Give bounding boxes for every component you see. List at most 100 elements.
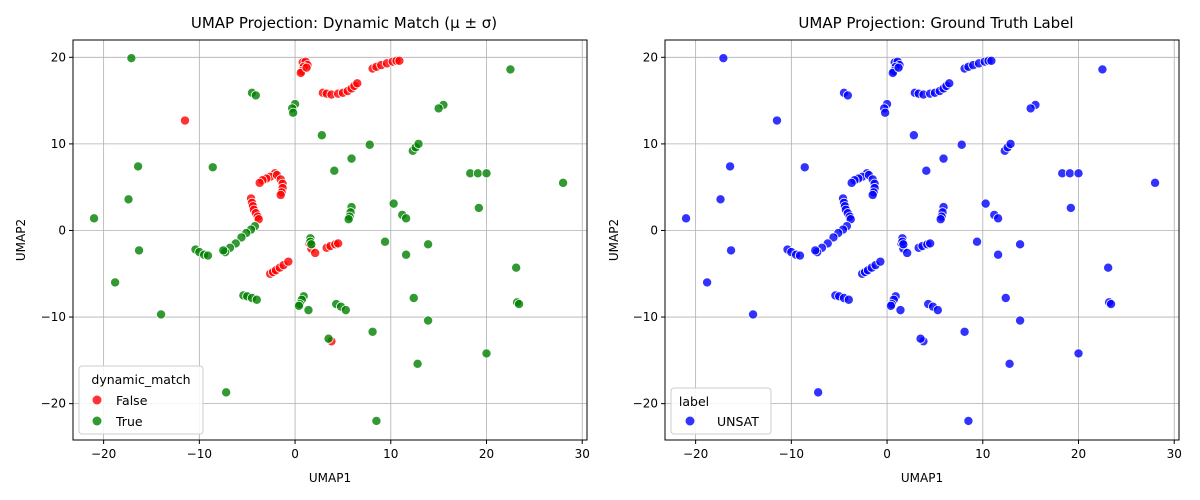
x-tick-label: 10 xyxy=(975,447,990,461)
x-tick-label: −10 xyxy=(779,447,804,461)
data-point xyxy=(126,53,137,64)
y-tick-label: 20 xyxy=(643,50,658,64)
data-point xyxy=(902,247,913,258)
data-point xyxy=(316,130,327,141)
data-point xyxy=(980,198,991,209)
data-point xyxy=(1106,299,1117,310)
data-point xyxy=(288,107,299,118)
y-tick-label: −10 xyxy=(41,310,66,324)
data-point xyxy=(89,213,100,224)
grid xyxy=(665,40,1179,440)
data-point xyxy=(1073,168,1084,179)
data-point xyxy=(123,194,134,205)
data-point xyxy=(963,415,974,426)
data-point xyxy=(301,62,312,73)
data-point xyxy=(1097,64,1108,75)
data-point xyxy=(875,256,886,267)
x-tick-label: −10 xyxy=(187,447,212,461)
data-point xyxy=(283,256,294,267)
legend-title: label xyxy=(679,394,709,409)
data-point xyxy=(1103,262,1114,273)
y-ticks: −20 −10 0 10 20 xyxy=(41,50,73,411)
x-tick-label: 20 xyxy=(1071,447,1086,461)
y-tick-label: 10 xyxy=(51,137,66,151)
data-point xyxy=(935,214,946,225)
y-tick-label: 20 xyxy=(51,50,66,64)
data-point xyxy=(340,305,351,316)
data-point xyxy=(915,333,926,344)
data-point xyxy=(236,232,247,243)
data-point xyxy=(715,194,726,205)
data-point xyxy=(908,130,919,141)
data-point xyxy=(867,189,878,200)
data-point xyxy=(110,277,121,288)
data-point xyxy=(310,247,321,258)
data-point xyxy=(813,387,824,398)
x-tick-label: 10 xyxy=(383,447,398,461)
data-point xyxy=(134,245,145,256)
data-point xyxy=(1004,358,1015,369)
x-tick-label: −20 xyxy=(91,447,116,461)
data-point xyxy=(893,62,904,73)
data-point xyxy=(843,294,854,305)
chart-ground-truth: UMAP Projection: Ground Truth Label −20−… xyxy=(607,14,1182,485)
data-point xyxy=(306,239,317,250)
plot-frame xyxy=(72,39,588,441)
legend-marker-true xyxy=(92,416,102,426)
y-tick-label: 0 xyxy=(650,223,658,237)
data-point xyxy=(207,162,218,173)
data-point xyxy=(1005,138,1016,149)
data-point xyxy=(725,161,736,172)
scatter-points xyxy=(89,53,569,426)
data-point xyxy=(352,78,363,89)
x-axis-label: UMAP1 xyxy=(901,471,943,485)
data-point xyxy=(799,162,810,173)
data-point xyxy=(346,153,357,164)
data-point xyxy=(329,165,340,176)
data-point xyxy=(718,53,729,64)
y-axis-label: UMAP2 xyxy=(607,219,621,261)
data-point xyxy=(993,249,1004,260)
data-point xyxy=(925,238,936,249)
legend-title: dynamic_match xyxy=(91,372,190,387)
data-point xyxy=(1065,202,1076,213)
data-point xyxy=(794,250,805,261)
data-point xyxy=(250,90,261,101)
x-tick-label: 20 xyxy=(479,447,494,461)
x-tick-label: −20 xyxy=(683,447,708,461)
chart-title: UMAP Projection: Dynamic Match (μ ± σ) xyxy=(191,14,497,32)
data-point xyxy=(156,309,167,320)
data-point xyxy=(251,294,262,305)
data-point xyxy=(401,213,412,224)
y-tick-label: −10 xyxy=(633,310,658,324)
legend-label-unsat: UNSAT xyxy=(717,414,759,429)
data-point xyxy=(514,299,525,310)
data-point xyxy=(473,202,484,213)
data-point xyxy=(1015,239,1026,250)
data-point xyxy=(932,305,943,316)
data-point xyxy=(959,326,970,337)
data-point xyxy=(1015,315,1026,326)
data-point xyxy=(333,238,344,249)
data-point xyxy=(343,214,354,225)
data-point xyxy=(895,305,906,316)
data-point xyxy=(394,55,405,66)
data-point xyxy=(254,177,265,188)
legend-box xyxy=(78,365,204,435)
data-point xyxy=(944,78,955,89)
data-point xyxy=(702,277,713,288)
legend-box xyxy=(670,387,772,435)
y-tick-label: −20 xyxy=(633,397,658,411)
x-ticks: −20 −10 0 10 20 30 xyxy=(91,440,590,461)
y-tick-label: −20 xyxy=(41,397,66,411)
x-tick-label: 30 xyxy=(1167,447,1182,461)
data-point xyxy=(408,293,419,304)
data-point xyxy=(221,387,232,398)
data-point xyxy=(972,236,983,247)
data-point xyxy=(842,90,853,101)
data-point xyxy=(323,333,334,344)
data-point xyxy=(505,64,516,75)
data-point xyxy=(1025,103,1036,114)
data-point xyxy=(179,115,190,126)
